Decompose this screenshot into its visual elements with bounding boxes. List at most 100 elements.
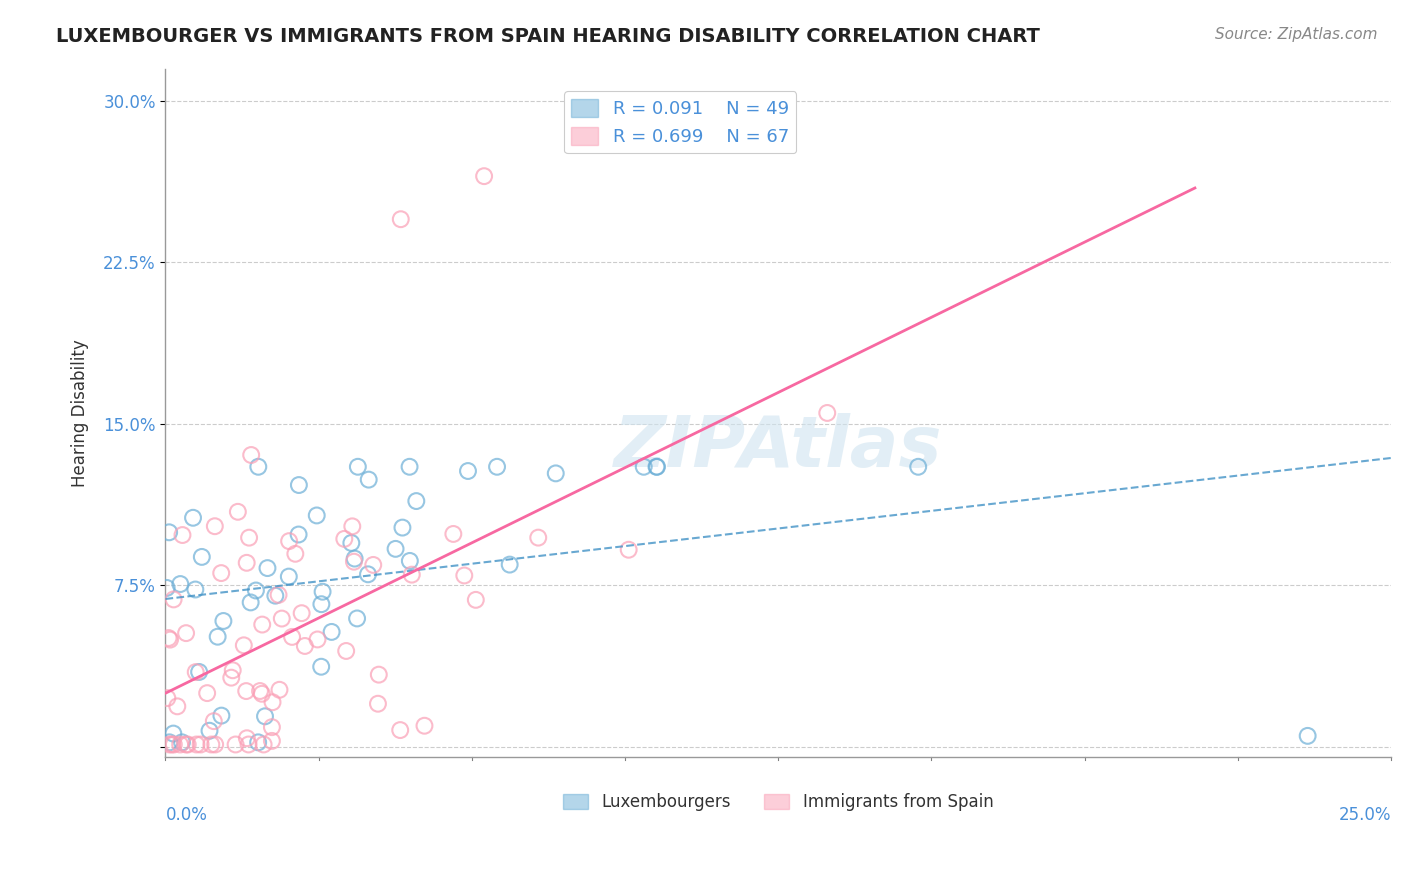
Point bbox=[527, 531, 550, 545]
Point bbox=[160, 738, 183, 752]
Point bbox=[464, 592, 486, 607]
Point bbox=[238, 531, 260, 545]
Point bbox=[288, 478, 311, 492]
Point bbox=[177, 738, 200, 752]
Point bbox=[391, 520, 413, 534]
Point bbox=[277, 569, 299, 583]
Point bbox=[174, 738, 197, 752]
Point bbox=[311, 597, 333, 611]
Point bbox=[342, 519, 364, 533]
Point bbox=[186, 738, 208, 752]
Point bbox=[305, 508, 328, 523]
Point bbox=[335, 644, 357, 658]
Point bbox=[172, 528, 194, 542]
Point bbox=[236, 731, 259, 746]
Point bbox=[269, 682, 291, 697]
Point bbox=[343, 551, 366, 566]
Point bbox=[232, 638, 254, 652]
Point bbox=[163, 738, 186, 752]
Point bbox=[264, 589, 287, 603]
Point bbox=[544, 467, 567, 481]
Point bbox=[367, 667, 389, 681]
Point bbox=[311, 584, 333, 599]
Point bbox=[281, 630, 304, 644]
Point bbox=[389, 723, 412, 737]
Point bbox=[633, 459, 655, 474]
Point bbox=[200, 738, 222, 752]
Point bbox=[645, 459, 668, 474]
Point bbox=[253, 709, 276, 723]
Point bbox=[162, 592, 184, 607]
Point bbox=[260, 720, 283, 734]
Point bbox=[250, 687, 273, 701]
Point bbox=[333, 532, 356, 546]
Point bbox=[247, 735, 270, 749]
Text: ZIPAtlas: ZIPAtlas bbox=[614, 413, 942, 482]
Point bbox=[252, 738, 274, 752]
Point bbox=[357, 567, 380, 582]
Point bbox=[617, 542, 640, 557]
Point bbox=[645, 459, 668, 474]
Point bbox=[252, 617, 274, 632]
Point bbox=[198, 723, 221, 738]
Text: Source: ZipAtlas.com: Source: ZipAtlas.com bbox=[1215, 27, 1378, 42]
Point bbox=[174, 626, 197, 640]
Point bbox=[240, 448, 263, 462]
Point bbox=[239, 595, 262, 609]
Point bbox=[398, 459, 420, 474]
Point bbox=[222, 663, 245, 677]
Point bbox=[499, 558, 522, 572]
Point bbox=[159, 632, 181, 647]
Legend: Luxembourgers, Immigrants from Spain: Luxembourgers, Immigrants from Spain bbox=[557, 787, 1000, 818]
Point bbox=[235, 556, 257, 570]
Point bbox=[209, 708, 232, 723]
Y-axis label: Hearing Disability: Hearing Disability bbox=[72, 339, 89, 487]
Point bbox=[441, 527, 464, 541]
Point bbox=[207, 630, 229, 644]
Point bbox=[343, 555, 366, 569]
Point bbox=[321, 624, 343, 639]
Point bbox=[219, 671, 242, 685]
Point bbox=[260, 734, 283, 748]
Point bbox=[245, 583, 267, 598]
Point bbox=[184, 582, 207, 597]
Point bbox=[170, 735, 193, 749]
Point bbox=[486, 459, 509, 474]
Point bbox=[156, 581, 179, 595]
Point bbox=[291, 606, 314, 620]
Point bbox=[453, 568, 475, 582]
Point bbox=[367, 697, 389, 711]
Point bbox=[340, 536, 363, 550]
Point bbox=[156, 691, 179, 706]
Point bbox=[195, 686, 218, 700]
Point bbox=[159, 735, 181, 749]
Point bbox=[278, 534, 301, 549]
Point bbox=[347, 459, 370, 474]
Point bbox=[907, 459, 929, 474]
Point bbox=[157, 631, 180, 645]
Point bbox=[238, 738, 260, 752]
Point bbox=[169, 738, 191, 752]
Point bbox=[1296, 729, 1319, 743]
Point bbox=[204, 519, 226, 533]
Point bbox=[209, 566, 232, 580]
Point bbox=[472, 169, 495, 183]
Point bbox=[413, 719, 436, 733]
Point bbox=[401, 567, 423, 582]
Point bbox=[225, 738, 247, 752]
Point bbox=[249, 684, 271, 698]
Point bbox=[361, 558, 384, 572]
Point bbox=[212, 614, 235, 628]
Point bbox=[284, 547, 307, 561]
Point bbox=[287, 527, 309, 541]
Point bbox=[247, 459, 270, 474]
Point bbox=[235, 684, 257, 698]
Point bbox=[267, 588, 290, 602]
Point bbox=[162, 726, 184, 740]
Point bbox=[270, 611, 292, 625]
Point bbox=[191, 549, 214, 564]
Point bbox=[815, 406, 838, 420]
Point bbox=[262, 695, 284, 709]
Point bbox=[188, 665, 211, 679]
Point bbox=[399, 554, 422, 568]
